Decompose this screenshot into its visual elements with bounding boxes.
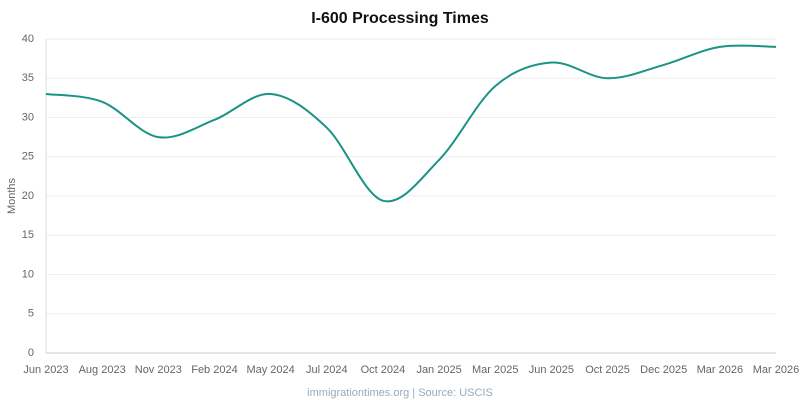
y-tick-label: 35	[22, 72, 34, 84]
y-tick-label: 30	[22, 111, 34, 123]
x-tick-label: Jan 2025	[416, 364, 461, 376]
y-tick-label: 10	[22, 268, 34, 280]
x-tick-label: Jun 2023	[23, 364, 68, 376]
x-tick-label: Dec 2025	[640, 364, 687, 376]
x-tick-label: Jul 2024	[306, 364, 348, 376]
x-tick-label: Jun 2025	[529, 364, 574, 376]
y-tick-label: 20	[22, 190, 34, 202]
x-tick-label: Feb 2024	[191, 364, 237, 376]
y-tick-label: 5	[28, 308, 34, 320]
x-tick-label: Oct 2024	[361, 364, 406, 376]
y-tick-label: 25	[22, 151, 34, 163]
y-tick-label: 15	[22, 229, 34, 241]
x-tick-label: Oct 2025	[585, 364, 630, 376]
x-tick-label: Mar 2026	[753, 364, 799, 376]
x-tick-label: May 2024	[246, 364, 294, 376]
line-series	[45, 44, 777, 203]
x-tick-label: Mar 2026	[697, 364, 743, 376]
x-tick-label: Aug 2023	[79, 364, 126, 376]
footer: immigrationtimes.org | Source: USCIS	[307, 387, 493, 399]
x-tick-label: Mar 2025	[472, 364, 518, 376]
chart-title: I-600 Processing Times	[311, 10, 489, 27]
y-tick-label: 0	[28, 347, 34, 359]
y-tick-label: 40	[22, 33, 34, 45]
x-tick-label: Nov 2023	[135, 364, 182, 376]
y-axis-label: Months	[6, 177, 18, 214]
